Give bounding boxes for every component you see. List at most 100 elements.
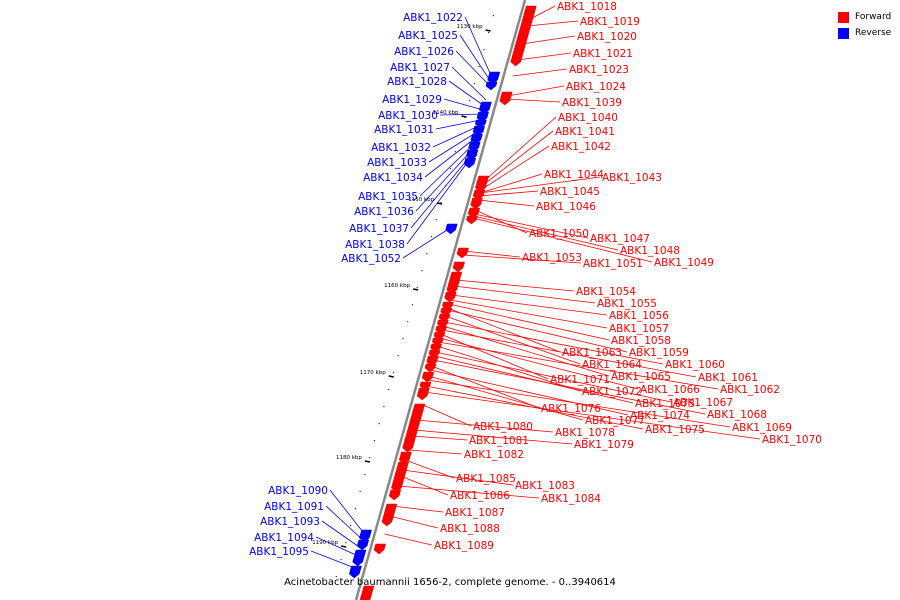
- reverse-leader: [428, 131, 478, 163]
- ruler-dot: [340, 559, 342, 561]
- forward-leader: [424, 391, 761, 440]
- ruler-tick: [485, 29, 491, 32]
- forward-gene-label: ABK1_1046: [536, 201, 596, 213]
- ruler-dot: [335, 576, 337, 578]
- forward-gene-label: ABK1_1082: [464, 449, 524, 461]
- forward-gene-label: ABK1_1087: [445, 507, 505, 519]
- reverse-leader: [451, 66, 487, 101]
- forward-leader: [477, 199, 535, 207]
- forward-gene-label: ABK1_1056: [609, 310, 669, 322]
- reverse-leader: [325, 505, 364, 541]
- reverse-leader: [448, 80, 485, 107]
- forward-leader: [384, 533, 433, 546]
- ruler-dot: [483, 49, 485, 51]
- forward-gene-label: ABK1_1063: [562, 347, 622, 359]
- forward-leader: [427, 379, 731, 428]
- reverse-leader: [459, 34, 492, 83]
- forward-gene: [416, 387, 430, 401]
- forward-leader: [436, 345, 581, 392]
- reverse-gene: [463, 157, 477, 169]
- forward-leader: [420, 403, 472, 427]
- reverse-gene-label: ABK1_1038: [345, 239, 405, 251]
- reverse-leader: [435, 119, 481, 130]
- reverse-leader: [419, 143, 474, 197]
- forward-gene-label: ABK1_1039: [562, 97, 622, 109]
- forward-gene-label: ABK1_1041: [555, 126, 615, 138]
- forward-gene-label: ABK1_1044: [544, 169, 604, 181]
- forward-gene-label: ABK1_1020: [577, 31, 637, 43]
- ruler-label: 1180 kbp: [336, 455, 362, 461]
- forward-gene: [388, 489, 402, 501]
- ruler-label: 1170 kbp: [360, 370, 386, 376]
- reverse-gene-label: ABK1_1034: [363, 172, 423, 184]
- reverse-leader: [415, 149, 473, 212]
- forward-gene: [452, 261, 465, 273]
- forward-gene-label: ABK1_1021: [573, 48, 633, 60]
- forward-gene: [381, 503, 398, 527]
- ruler-dot: [449, 168, 452, 170]
- reverse-gene-label: ABK1_1031: [374, 124, 434, 136]
- forward-leader: [435, 351, 672, 403]
- reverse-gene-label: ABK1_1030: [378, 110, 438, 122]
- forward-gene-label: ABK1_1085: [456, 473, 516, 485]
- ruler-dot: [388, 389, 390, 391]
- forward-leader: [472, 217, 653, 263]
- forward-gene-label: ABK1_1065: [611, 371, 671, 383]
- reverse-leader: [321, 520, 361, 549]
- forward-gene-label: ABK1_1051: [583, 258, 643, 270]
- legend-reverse-label: Reverse: [855, 28, 892, 38]
- forward-leader: [413, 429, 573, 445]
- forward-leader: [507, 85, 565, 97]
- forward-gene-label: ABK1_1062: [720, 384, 780, 396]
- reverse-gene-label: ABK1_1022: [403, 12, 463, 24]
- forward-leader: [445, 315, 581, 365]
- reverse-gene-label: ABK1_1095: [249, 546, 309, 558]
- reverse-gene-label: ABK1_1091: [264, 501, 324, 513]
- ruler-dot: [383, 406, 385, 408]
- reverse-swatch: [838, 27, 849, 39]
- forward-leader: [392, 505, 444, 513]
- reverse-leader: [455, 50, 491, 87]
- forward-leader: [411, 435, 468, 441]
- forward-gene-label: ABK1_1042: [551, 141, 611, 153]
- forward-gene-label: ABK1_1050: [529, 228, 589, 240]
- forward-leader: [431, 365, 540, 409]
- forward-leader: [441, 329, 697, 378]
- reverse-gene: [348, 565, 362, 579]
- reverse-leader: [315, 536, 359, 557]
- forward-gene: [446, 271, 463, 295]
- ruler-dot: [378, 423, 380, 425]
- ruler-dot: [492, 15, 494, 17]
- ruler-dot: [345, 542, 347, 544]
- forward-gene-label: ABK1_1078: [555, 427, 615, 439]
- genome-caption: Acinetobacter baumannii 1656-2, complete…: [284, 577, 616, 588]
- forward-leader: [448, 303, 610, 341]
- forward-leader: [473, 213, 589, 239]
- reverse-gene-label: ABK1_1094: [254, 532, 314, 544]
- forward-leader: [440, 333, 549, 380]
- forward-leader: [479, 173, 543, 194]
- ruler-dot: [373, 440, 375, 442]
- legend-reverse: Reverse: [838, 25, 891, 41]
- ruler-dot: [402, 338, 404, 340]
- legend-forward: Forward: [838, 9, 891, 25]
- reverse-leader: [310, 550, 356, 569]
- ruler-tick: [388, 375, 394, 378]
- forward-leader: [462, 254, 582, 264]
- forward-leader: [463, 250, 521, 258]
- forward-leader: [447, 307, 561, 353]
- reverse-leader: [464, 16, 493, 79]
- reverse-gene-label: ABK1_1026: [394, 46, 454, 58]
- reverse-gene-label: ABK1_1035: [358, 191, 418, 203]
- forward-gene-label: ABK1_1024: [566, 81, 626, 93]
- ruler-dot: [430, 236, 433, 238]
- reverse-gene-label: ABK1_1032: [371, 142, 431, 154]
- reverse-leader: [402, 227, 451, 259]
- forward-gene-label: ABK1_1084: [541, 493, 601, 505]
- reverse-gene-label: ABK1_1093: [260, 516, 320, 528]
- forward-leader: [400, 475, 449, 496]
- forward-gene-label: ABK1_1053: [522, 252, 582, 264]
- ruler-dot: [354, 508, 356, 510]
- ruler-dot: [397, 355, 399, 357]
- forward-gene-label: ABK1_1067: [673, 397, 733, 409]
